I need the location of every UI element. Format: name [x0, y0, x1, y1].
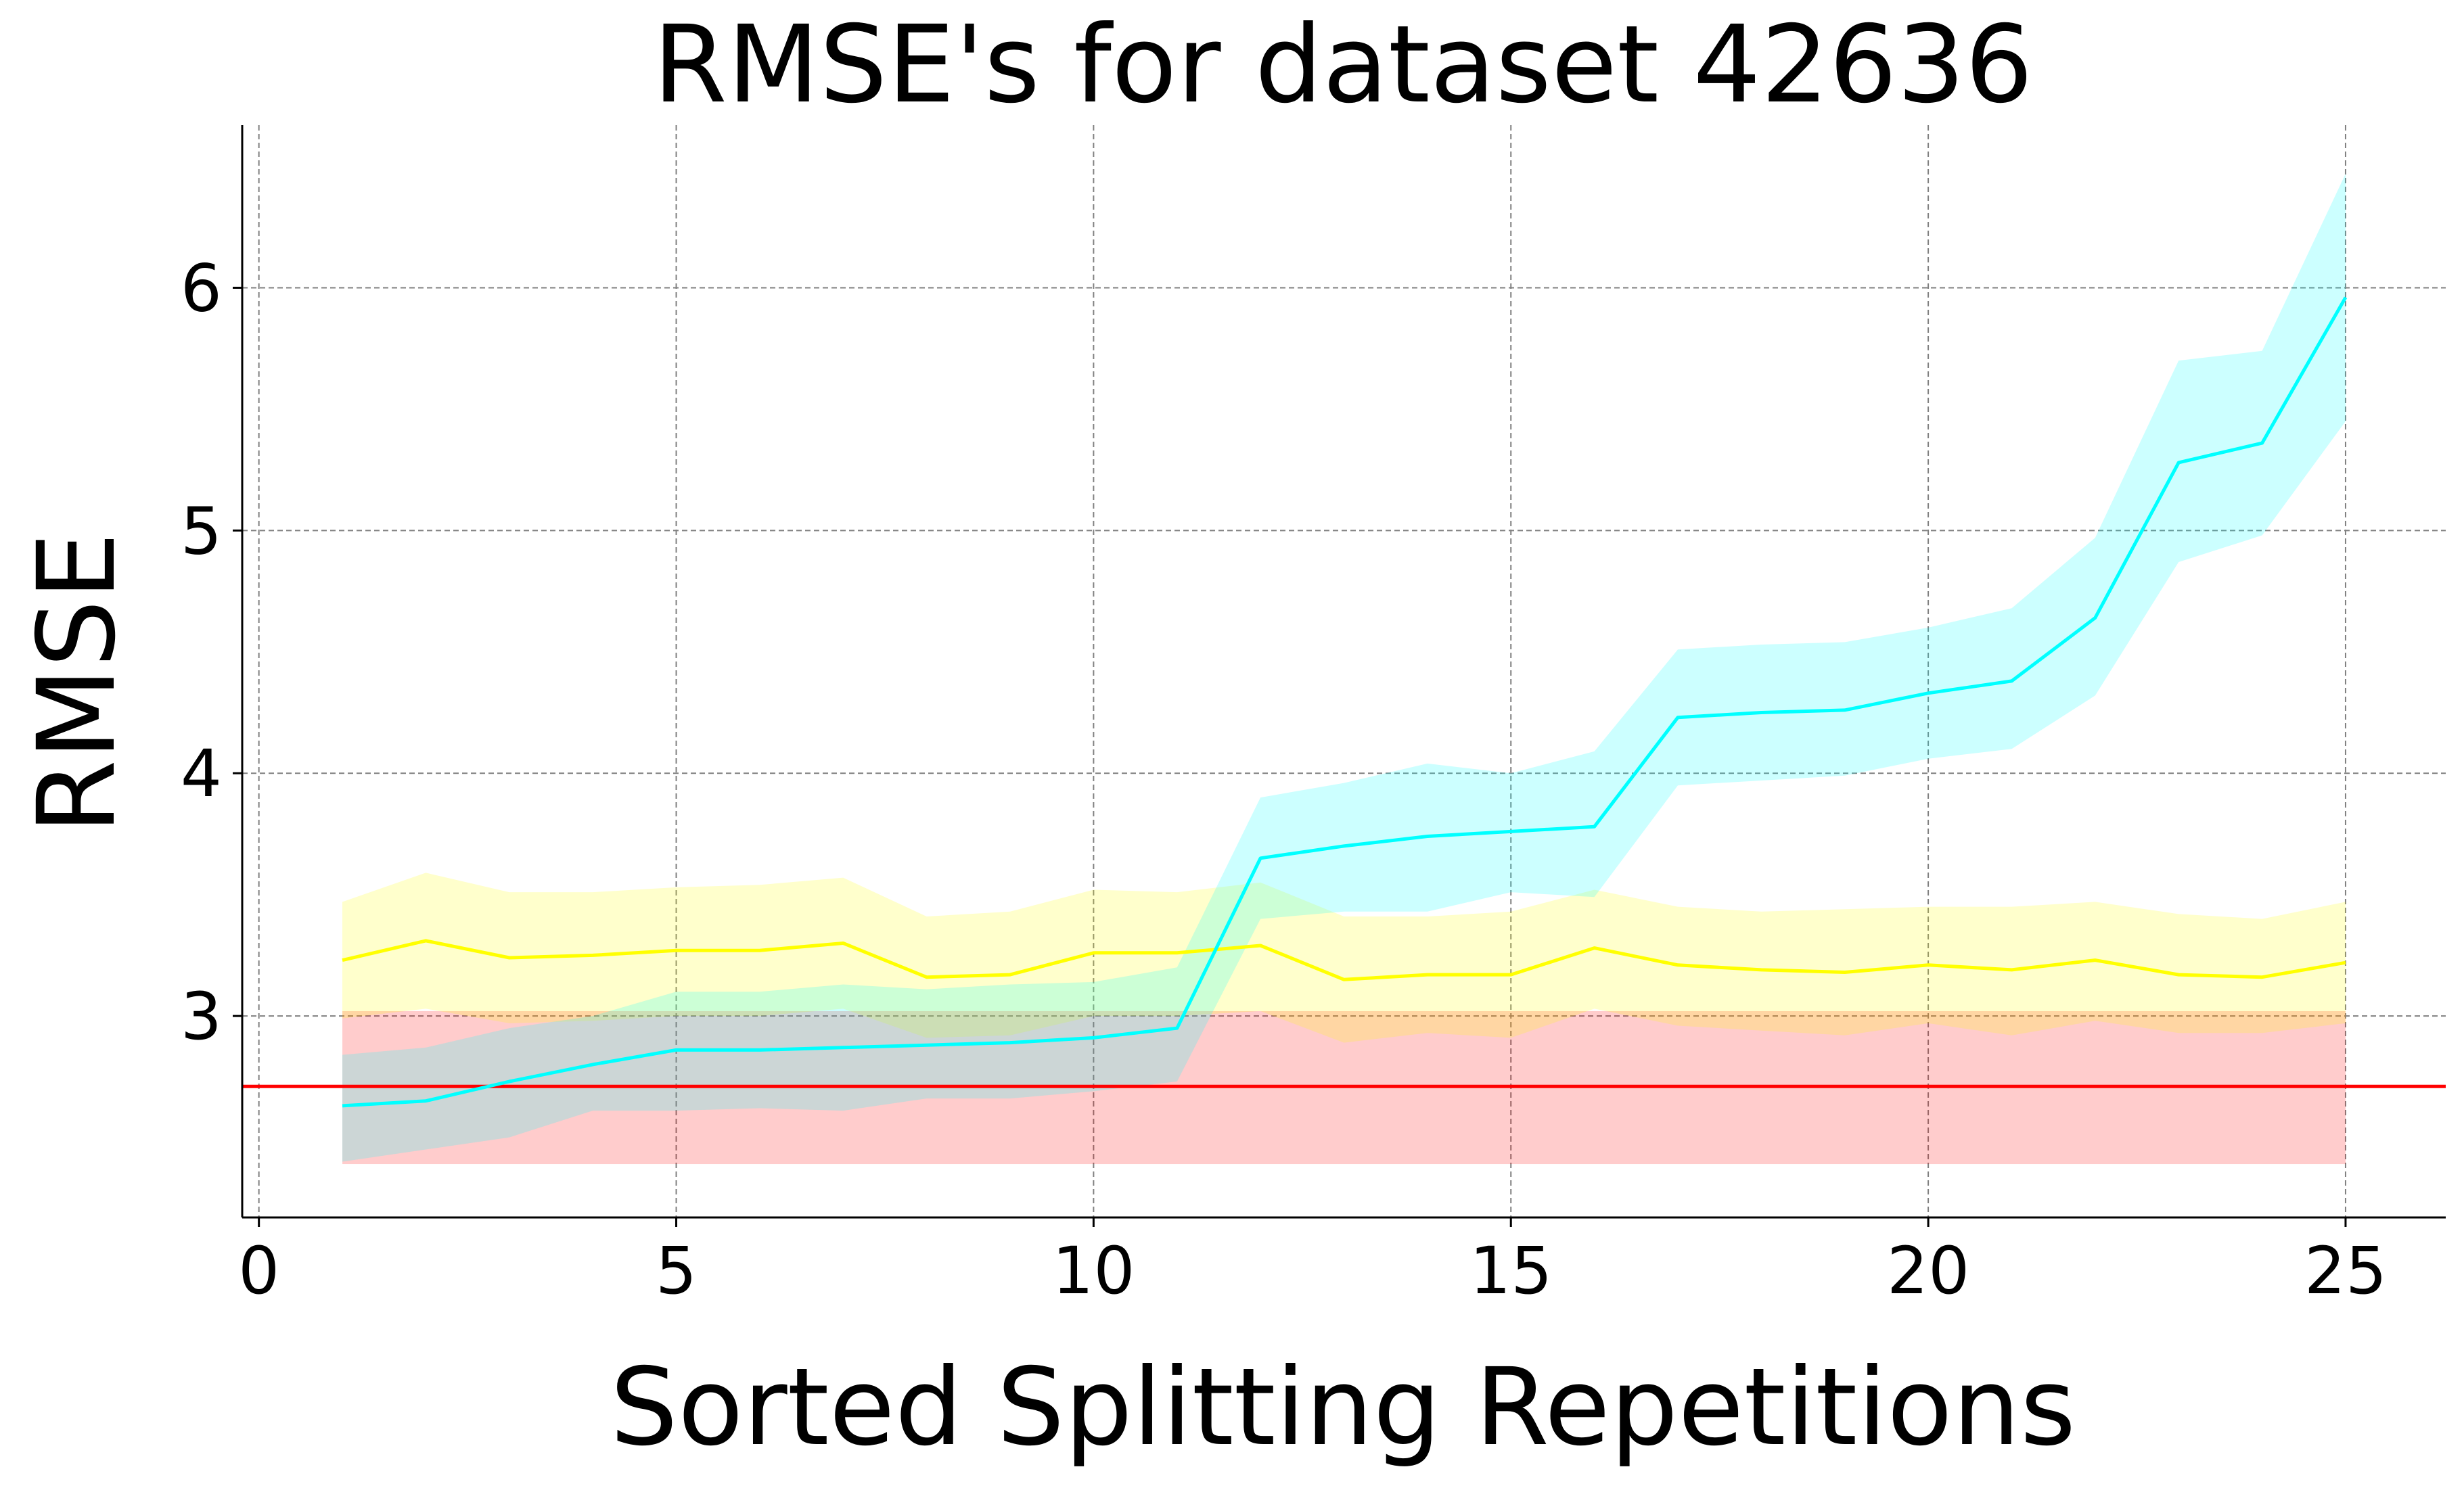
series-band-2 [342, 173, 2346, 1162]
series-lines [242, 296, 2446, 1108]
x-tick-label: 20 [1887, 1233, 1969, 1309]
x-tick-label: 10 [1052, 1233, 1135, 1309]
x-tick-label: 5 [656, 1233, 697, 1309]
x-tick-label: 0 [238, 1233, 279, 1309]
series-line-1 [342, 939, 2346, 981]
chart-title: RMSE's for dataset 42636 [653, 3, 2033, 127]
axes [233, 125, 2446, 1227]
x-tick-label: 25 [2304, 1233, 2387, 1309]
confidence-bands [342, 173, 2346, 1165]
x-axis-label: Sorted Splitting Repetitions [610, 1345, 2076, 1470]
y-tick-label: 3 [181, 979, 222, 1054]
x-tick-label: 15 [1469, 1233, 1552, 1309]
tick-labels: 0 5 10 15 20 25 3 4 5 6 [181, 250, 2387, 1309]
series-line-2 [342, 296, 2348, 1108]
y-tick-label: 6 [181, 250, 222, 326]
y-axis-label: RMSE [15, 532, 139, 834]
y-tick-label: 4 [181, 736, 222, 812]
y-tick-label: 5 [181, 493, 222, 569]
grid-lines [242, 125, 2446, 1217]
series-band-1 [342, 873, 2346, 1043]
